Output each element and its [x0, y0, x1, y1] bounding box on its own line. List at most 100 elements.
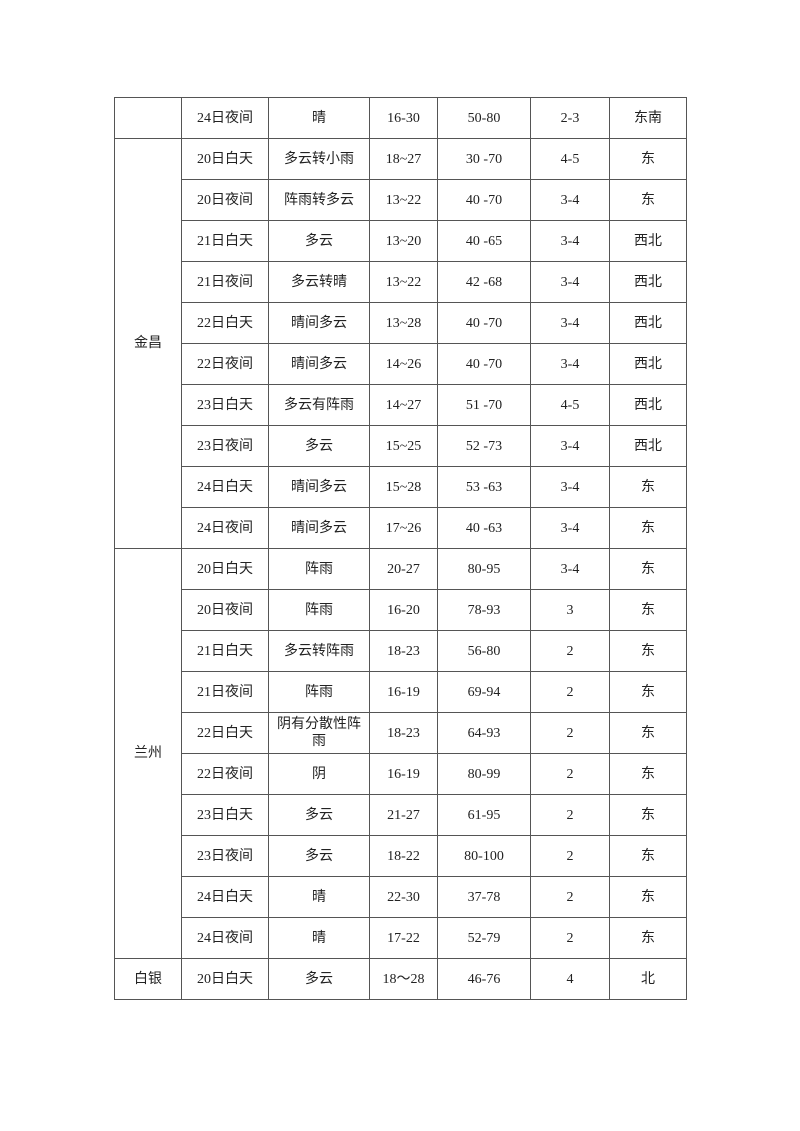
- time-cell: 23日白天: [181, 384, 269, 426]
- time-cell: 21日白天: [181, 630, 269, 672]
- time-cell: 20日白天: [181, 548, 269, 590]
- table-row: 23日夜间 多云 15~25 52 -73 3-4 西北: [115, 425, 687, 467]
- wind-level-cell: 3-4: [530, 302, 610, 344]
- table-row: 24日夜间晴 16-30 50-80 2-3 东南: [114, 97, 687, 139]
- time-cell: 20日夜间: [181, 589, 269, 631]
- time-cell: 21日夜间: [181, 261, 269, 303]
- table-row: 金昌 20日白天 多云转小雨 18~27 30 -70 4-5 东: [114, 138, 687, 549]
- humidity-cell: 61-95: [437, 794, 531, 836]
- wind-level-cell: 2: [530, 630, 610, 672]
- table-row: 21日白天 多云转阵雨 18-23 56-80 2 东: [115, 630, 687, 672]
- temperature-cell: 22-30: [369, 876, 438, 918]
- weather-cell: 阵雨: [268, 671, 370, 713]
- time-cell: 20日白天: [181, 958, 269, 1000]
- time-cell: 20日夜间: [181, 179, 269, 221]
- time-cell: 22日白天: [181, 302, 269, 344]
- humidity-cell: 50-80: [437, 97, 531, 139]
- humidity-cell: 53 -63: [437, 466, 531, 508]
- weather-cell: 多云转晴: [268, 261, 370, 303]
- weather-cell: 阵雨: [268, 548, 370, 590]
- wind-direction-cell: 东: [609, 671, 687, 713]
- wind-direction-cell: 东: [609, 138, 687, 180]
- temperature-cell: 18-22: [369, 835, 438, 877]
- city-cell: 白银: [114, 958, 182, 1000]
- wind-direction-cell: 东: [609, 589, 687, 631]
- humidity-cell: 42 -68: [437, 261, 531, 303]
- humidity-cell: 37-78: [437, 876, 531, 918]
- wind-level-cell: 2: [530, 917, 610, 959]
- table-row: 22日白天 晴间多云 13~28 40 -70 3-4 西北: [115, 302, 687, 344]
- time-cell: 24日白天: [181, 466, 269, 508]
- table-row: 21日白天 多云 13~20 40 -65 3-4 西北: [115, 220, 687, 262]
- wind-level-cell: 2: [530, 671, 610, 713]
- weather-cell: 晴间多云: [268, 302, 370, 344]
- temperature-cell: 18~27: [369, 138, 438, 180]
- wind-direction-cell: 东: [609, 794, 687, 836]
- table-row: 21日夜间 多云转晴 13~22 42 -68 3-4 西北: [115, 261, 687, 303]
- temperature-cell: 18-23: [369, 712, 438, 754]
- wind-direction-cell: 东: [609, 753, 687, 795]
- table-row: 22日白天 阴有分散性阵雨 18-23 64-93 2 东: [115, 712, 687, 754]
- weather-cell: 多云: [268, 794, 370, 836]
- time-cell: 23日白天: [181, 794, 269, 836]
- temperature-cell: 14~27: [369, 384, 438, 426]
- time-cell: 22日白天: [181, 712, 269, 754]
- temperature-cell: 20-27: [369, 548, 438, 590]
- temperature-cell: 15~28: [369, 466, 438, 508]
- weather-cell: 多云: [268, 220, 370, 262]
- weather-forecast-table: 24日夜间晴 16-30 50-80 2-3 东南 金昌 20日白天 多云转小雨 18~27 30…: [114, 97, 687, 1000]
- temperature-cell: 16-20: [369, 589, 438, 631]
- humidity-cell: 80-95: [437, 548, 531, 590]
- time-cell: 21日白天: [181, 220, 269, 262]
- temperature-cell: 16-30: [369, 97, 438, 139]
- weather-cell: 晴间多云: [268, 507, 370, 549]
- weather-cell: 阴有分散性阵雨: [268, 712, 370, 754]
- humidity-cell: 46-76: [437, 958, 531, 1000]
- city-cell: 兰州: [114, 548, 182, 959]
- wind-level-cell: 3-4: [530, 179, 610, 221]
- time-cell: 23日夜间: [181, 425, 269, 467]
- temperature-cell: 18-23: [369, 630, 438, 672]
- weather-cell: 晴间多云: [268, 466, 370, 508]
- humidity-cell: 69-94: [437, 671, 531, 713]
- weather-cell: 晴: [268, 97, 370, 139]
- humidity-cell: 40 -63: [437, 507, 531, 549]
- weather-cell: 晴: [268, 917, 370, 959]
- humidity-cell: 52 -73: [437, 425, 531, 467]
- wind-direction-cell: 西北: [609, 261, 687, 303]
- wind-direction-cell: 东南: [609, 97, 687, 139]
- weather-cell: 晴: [268, 876, 370, 918]
- wind-level-cell: 2-3: [530, 97, 610, 139]
- wind-direction-cell: 西北: [609, 425, 687, 467]
- table-row: 20日夜间 阵雨转多云 13~22 40 -70 3-4 东: [115, 179, 687, 221]
- table-row: 23日白天 多云 21-27 61-95 2 东: [115, 794, 687, 836]
- time-cell: 23日夜间: [181, 835, 269, 877]
- temperature-cell: 17~26: [369, 507, 438, 549]
- table-row: 23日夜间 多云 18-22 80-100 2 东: [115, 835, 687, 877]
- temperature-cell: 14~26: [369, 343, 438, 385]
- time-cell: 24日夜间: [181, 917, 269, 959]
- wind-level-cell: 3-4: [530, 466, 610, 508]
- wind-direction-cell: 西北: [609, 220, 687, 262]
- table-row: 23日白天 多云有阵雨 14~27 51 -70 4-5 西北: [115, 384, 687, 426]
- weather-cell: 多云: [268, 958, 370, 1000]
- humidity-cell: 80-99: [437, 753, 531, 795]
- time-cell: 21日夜间: [181, 671, 269, 713]
- temperature-cell: 16-19: [369, 753, 438, 795]
- wind-level-cell: 4-5: [530, 384, 610, 426]
- table-row: 21日夜间 阵雨 16-19 69-94 2 东: [115, 671, 687, 713]
- humidity-cell: 51 -70: [437, 384, 531, 426]
- temperature-cell: 18～28: [369, 958, 438, 1000]
- temperature-cell: 13~20: [369, 220, 438, 262]
- weather-cell: 阵雨: [268, 589, 370, 631]
- table-row: 24日白天晴 22-30 37-78 2 东: [115, 876, 687, 918]
- time-cell: 22日夜间: [181, 753, 269, 795]
- weather-cell: 多云转阵雨: [268, 630, 370, 672]
- temperature-cell: 16-19: [369, 671, 438, 713]
- wind-level-cell: 2: [530, 753, 610, 795]
- humidity-cell: 40 -70: [437, 302, 531, 344]
- temperature-cell: 13~22: [369, 179, 438, 221]
- time-cell: 24日白天: [181, 876, 269, 918]
- city-cell: 金昌: [114, 138, 182, 549]
- temperature-cell: 15~25: [369, 425, 438, 467]
